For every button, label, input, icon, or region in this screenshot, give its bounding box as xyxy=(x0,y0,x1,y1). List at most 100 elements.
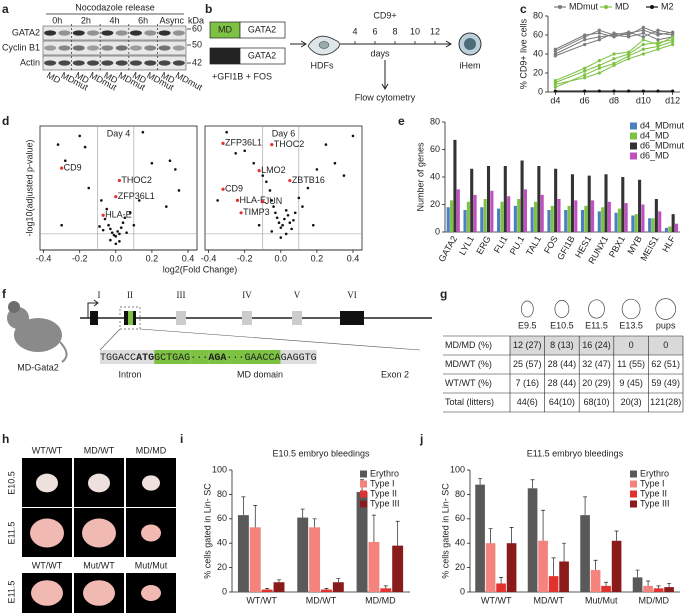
point xyxy=(168,159,172,163)
y-axis-label: % cells gated in Lin- SC xyxy=(202,483,212,579)
sequence-segment: TGGACC xyxy=(100,353,136,364)
legend-label: d6_MD xyxy=(640,150,670,160)
band xyxy=(158,30,171,36)
row-label: GATA2 xyxy=(12,27,40,37)
point xyxy=(553,79,557,83)
point xyxy=(656,89,660,93)
genotype-label: WT/WT xyxy=(32,560,63,570)
sequence-segment: ··· xyxy=(190,353,208,364)
bar xyxy=(559,561,569,592)
x-tick-label: GATA2 xyxy=(436,234,459,263)
y-tick-label: 0 xyxy=(460,586,465,596)
bar xyxy=(601,585,611,592)
error-bar xyxy=(646,580,651,586)
point xyxy=(284,232,288,236)
bar xyxy=(490,190,494,232)
error-bar xyxy=(562,542,567,562)
point xyxy=(597,59,601,63)
genotype-label: Mut/WT xyxy=(83,560,115,570)
band xyxy=(158,60,171,66)
y-tick-label: 0 xyxy=(222,586,227,596)
marker-label: 60 xyxy=(192,23,202,33)
bar xyxy=(517,199,521,232)
band xyxy=(144,45,157,51)
x-tick-label: 0.2 xyxy=(146,253,159,263)
bar xyxy=(614,212,618,232)
bar xyxy=(570,174,574,232)
band xyxy=(87,45,100,51)
band xyxy=(144,30,157,36)
stage-label: E11.5 xyxy=(585,320,608,330)
error-bar xyxy=(509,526,514,544)
plot-title: Day 4 xyxy=(107,128,131,138)
bar xyxy=(590,570,601,592)
point xyxy=(671,40,675,44)
bar xyxy=(658,211,662,232)
point xyxy=(100,199,103,202)
error-bar xyxy=(656,585,661,589)
time-label: 4h xyxy=(109,15,119,25)
bar xyxy=(368,541,380,592)
bar xyxy=(530,207,534,232)
point xyxy=(351,134,355,138)
bar xyxy=(321,589,332,592)
region-label: Intron xyxy=(118,369,141,379)
error-bar xyxy=(667,583,672,588)
point xyxy=(656,42,660,47)
point xyxy=(132,223,136,227)
bar xyxy=(671,214,675,232)
x-tick-label: 0.0 xyxy=(275,253,288,263)
point xyxy=(125,231,128,234)
point xyxy=(612,57,616,61)
band xyxy=(172,60,185,66)
x-tick-label: 0.2 xyxy=(311,253,324,263)
bar xyxy=(641,204,645,232)
table-cell: 7 (16) xyxy=(516,378,540,388)
y-tick-label: 60 xyxy=(533,29,543,39)
error-bar xyxy=(253,505,258,528)
table-cell: 28 (44) xyxy=(548,359,577,369)
legend-label: d4_MDmut xyxy=(640,120,685,130)
error-bar xyxy=(478,478,483,485)
bar xyxy=(597,211,601,232)
point xyxy=(270,199,274,202)
time-label: 6h xyxy=(138,15,148,25)
point xyxy=(597,66,601,70)
mouse-tail xyxy=(59,341,68,363)
bar xyxy=(632,577,643,592)
y-tick-label: 100 xyxy=(450,464,465,474)
day-label: 12 xyxy=(430,26,440,36)
point xyxy=(671,35,675,39)
table-cell: 8 (13) xyxy=(550,340,574,350)
legend-swatch xyxy=(630,142,637,150)
y-tick-label: 80 xyxy=(455,489,465,499)
panel-label: d xyxy=(2,114,9,128)
band xyxy=(44,60,57,66)
x-tick-label: 0.4 xyxy=(182,253,195,263)
x-tick-label: -0.2 xyxy=(237,253,253,263)
error-bar xyxy=(530,479,535,489)
bar xyxy=(456,189,460,232)
gene-label: TIMP3 xyxy=(243,207,270,217)
table-cell: 44(6) xyxy=(517,397,538,407)
series-line xyxy=(555,41,673,88)
point xyxy=(119,226,123,229)
point xyxy=(306,186,310,190)
table-cell: 16 (24) xyxy=(582,340,611,350)
day-label: 10 xyxy=(410,26,420,36)
sequence-bg xyxy=(226,350,245,364)
table-cell: 64(10) xyxy=(549,397,575,407)
table-cell: 11 (55) xyxy=(617,359,645,369)
bar xyxy=(506,543,517,592)
error-bar xyxy=(541,509,546,541)
blot-title: Nocodazole release xyxy=(75,2,155,12)
sequence-segment: GAACCA xyxy=(244,353,280,364)
table-cell: 121(28) xyxy=(650,397,681,407)
x-tick-label: MD/MD xyxy=(639,595,670,605)
error-bar xyxy=(583,496,588,516)
bar xyxy=(513,205,517,232)
point xyxy=(324,143,328,146)
x-tick-label: WT/WT xyxy=(246,595,277,605)
point xyxy=(627,50,631,54)
exon-label: I xyxy=(98,290,101,300)
